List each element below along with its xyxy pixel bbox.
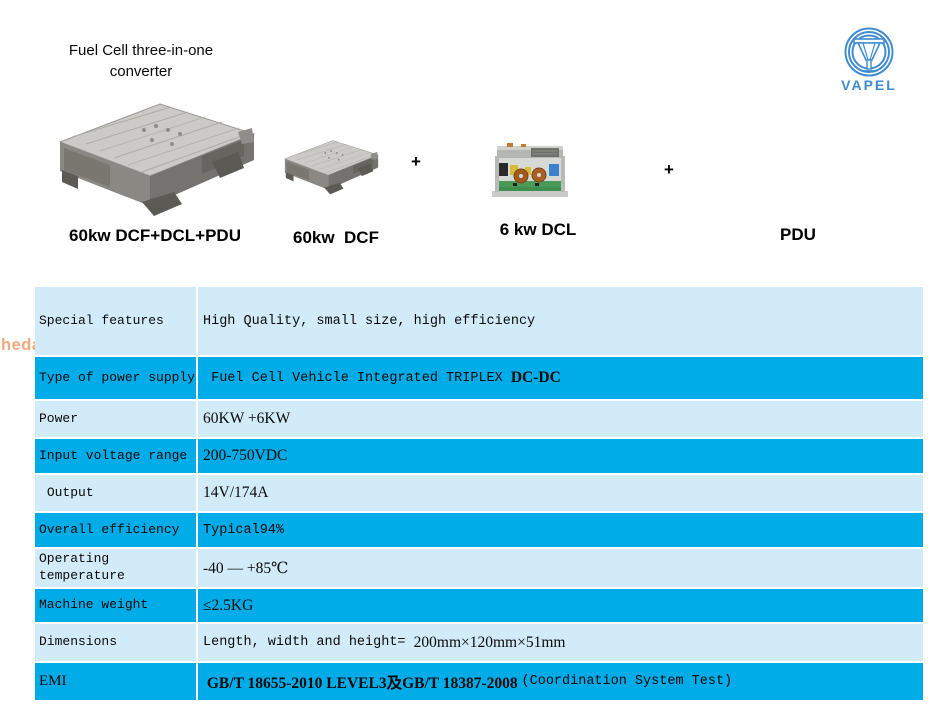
spec-value-text: 200-750VDC <box>203 447 288 464</box>
spec-value: Typical94% <box>198 513 923 547</box>
converter-photo-icon <box>52 92 262 222</box>
vapel-logo-icon <box>837 26 901 78</box>
spec-label: EMI <box>35 663 198 700</box>
spec-value: -40 — +85℃ <box>198 549 923 587</box>
spec-value: 14V/174A <box>198 475 923 511</box>
spec-row-input-voltage-range: Input voltage range 200-750VDC <box>35 439 923 473</box>
brand-name: VAPEL <box>841 77 897 93</box>
spec-value-text: High Quality, small size, high efficienc… <box>203 313 536 329</box>
plus-icon: + <box>411 152 421 171</box>
product-image-dcf <box>281 128 382 204</box>
spec-row-machine-weight: Machine weight ≤2.5KG <box>35 589 923 622</box>
spec-value-text: Typical94% <box>203 522 285 538</box>
spec-row-overall-efficiency: Overall efficiency Typical94% <box>35 513 923 547</box>
spec-label: Machine weight <box>35 589 198 622</box>
converter-photo-icon <box>281 128 382 204</box>
spec-value-text: -40 — +85℃ <box>203 559 289 577</box>
spec-row-dimensions: Dimensions Length, width and height= 200… <box>35 624 923 661</box>
product-label-dcf: 60kw DCF <box>293 228 379 247</box>
spec-row-output: Output 14V/174A <box>35 475 923 511</box>
product-label-pdu: PDU <box>780 225 816 244</box>
spec-label: Power <box>35 401 198 437</box>
spec-value: Length, width and height= 200mm×120mm×51… <box>198 624 923 661</box>
spec-row-power-supply-type: Type of power supply Fuel Cell Vehicle I… <box>35 357 923 399</box>
spec-value: Fuel Cell Vehicle Integrated TRIPLEX DC-… <box>198 357 923 399</box>
spec-row-special-features: Special features High Quality, small siz… <box>35 287 923 355</box>
spec-value: 200-750VDC <box>198 439 923 473</box>
pcb-module-photo-icon <box>492 143 568 197</box>
spec-label: Input voltage range <box>35 439 198 473</box>
product-label-three-in-one: 60kw DCF+DCL+PDU <box>69 226 241 245</box>
product-label-dcl: 6 kw DCL <box>499 220 577 239</box>
spec-value-suffix: 200mm×120mm×51mm <box>413 633 566 651</box>
spec-value-text: Length, width and height= <box>203 635 414 650</box>
spec-row-operating-temperature: Operating temperature -40 — +85℃ <box>35 549 923 587</box>
spec-value-text: 60KW +6KW <box>203 410 291 427</box>
page-title-line2: converter <box>109 63 173 80</box>
spec-value-text: Fuel Cell Vehicle Integrated TRIPLEX <box>203 370 511 386</box>
spec-table: Special features High Quality, small siz… <box>35 287 923 702</box>
spec-label: Overall efficiency <box>35 513 198 547</box>
spec-value-suffix: DC-DC <box>510 369 561 386</box>
spec-label: Output <box>35 475 198 511</box>
spec-label: Dimensions <box>35 624 198 661</box>
spec-value: 60KW +6KW <box>198 401 923 437</box>
spec-value-suffix: (Coordination System Test) <box>521 674 733 689</box>
spec-value-text: ≤2.5KG <box>203 596 254 614</box>
product-image-three-in-one <box>52 92 262 222</box>
spec-value-text: GB/T 18655-2010 LEVEL3及GB/T 18387-2008 <box>203 674 522 692</box>
product-image-dcl <box>491 143 569 200</box>
page-title-line1: Fuel Cell three-in-one <box>68 42 214 59</box>
page-title: Fuel Cell three-in-one converter <box>40 40 242 82</box>
spec-value-text: 14V/174A <box>203 484 269 501</box>
plus-icon: + <box>664 160 674 179</box>
spec-value: High Quality, small size, high efficienc… <box>198 287 923 355</box>
spec-row-emi: EMI GB/T 18655-2010 LEVEL3及GB/T 18387-20… <box>35 663 923 700</box>
spec-label: Operating temperature <box>35 549 198 587</box>
spec-label: Special features <box>35 287 198 355</box>
spec-value: ≤2.5KG <box>198 589 923 622</box>
spec-label: Type of power supply <box>35 357 198 399</box>
spec-row-power: Power 60KW +6KW <box>35 401 923 437</box>
spec-value: GB/T 18655-2010 LEVEL3及GB/T 18387-2008 (… <box>198 663 923 700</box>
